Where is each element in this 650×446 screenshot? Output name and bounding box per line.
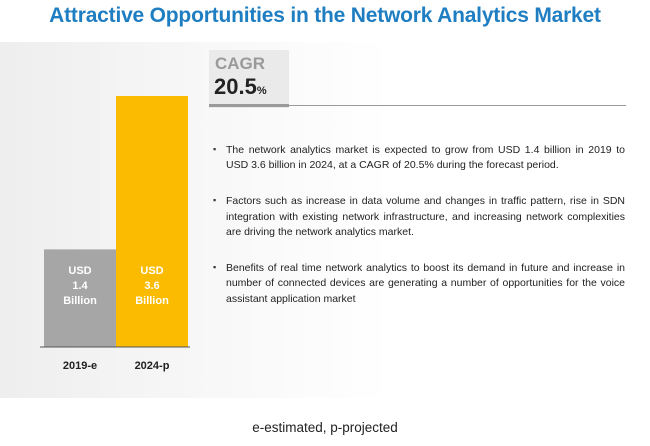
cagr-value: 20.5%	[214, 74, 267, 100]
bar-data-label: Billion	[135, 295, 169, 307]
bar-2024-p	[116, 96, 188, 347]
bar-data-label: Billion	[63, 295, 97, 307]
bars-group	[44, 96, 188, 347]
bar-data-label: USD	[140, 265, 163, 277]
bar-data-label: USD	[68, 265, 91, 277]
bullet-item: The network analytics market is expected…	[213, 143, 625, 173]
bar-labels-group: USD 1.4 Billion USD 3.6 Billion	[63, 265, 169, 307]
cagr-divider-accent	[209, 104, 289, 107]
footnote: e-estimated, p-projected	[252, 420, 398, 435]
cagr-number: 20.5	[214, 74, 257, 99]
cagr-unit: %	[256, 85, 267, 97]
cagr-divider	[214, 105, 626, 106]
bar-data-label: 3.6	[144, 280, 159, 292]
bar-2019-e	[44, 249, 116, 347]
bullet-item: Benefits of real time network analytics …	[213, 261, 625, 307]
bullet-item: Factors such as increase in data volume …	[213, 194, 625, 240]
x-tick-label: 2024-p	[135, 360, 170, 372]
cagr-label: CAGR	[215, 54, 266, 73]
x-tick-label: 2019-e	[63, 360, 97, 372]
x-tick-labels-group: 2019-e 2024-p	[63, 360, 170, 372]
bullet-list: The network analytics market is expected…	[213, 143, 625, 328]
page-title: Attractive Opportunities in the Network …	[49, 4, 601, 27]
cagr-box	[209, 50, 289, 108]
bar-data-label: 1.4	[72, 280, 88, 292]
